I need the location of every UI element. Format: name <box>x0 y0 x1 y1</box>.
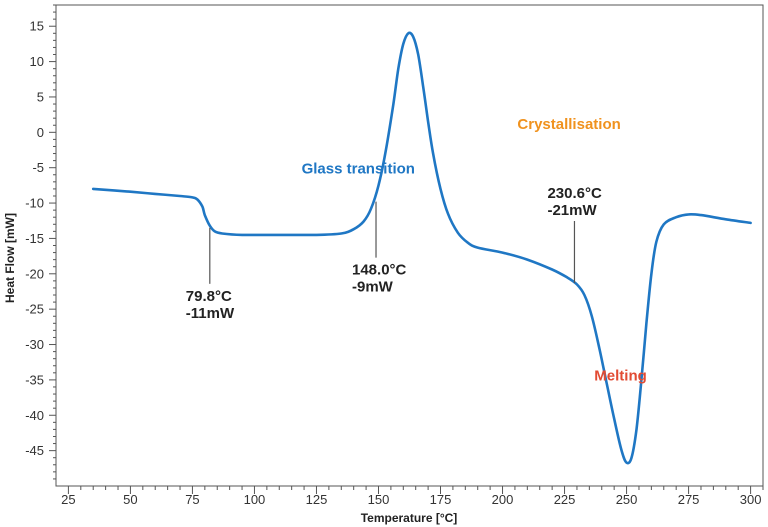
y-tick-label: 5 <box>37 89 44 104</box>
y-tick-label: -20 <box>25 266 44 281</box>
annotation-label: 79.8°C <box>186 288 232 305</box>
y-tick-label: 10 <box>30 54 44 69</box>
y-tick-label: -25 <box>25 302 44 317</box>
y-tick-label: -45 <box>25 443 44 458</box>
x-tick-label: 50 <box>123 492 137 507</box>
x-tick-label: 275 <box>678 492 700 507</box>
x-tick-label: 200 <box>492 492 514 507</box>
y-tick-label: -15 <box>25 231 44 246</box>
x-tick-label: 125 <box>306 492 328 507</box>
x-tick-label: 250 <box>616 492 638 507</box>
x-tick-label: 175 <box>430 492 452 507</box>
heat-flow-curve <box>91 31 752 465</box>
region-label: Crystallisation <box>517 116 620 133</box>
y-axis-title: Heat Flow [mW] <box>3 213 17 303</box>
annotation-label: 230.6°C <box>547 185 602 202</box>
region-labels-layer: Glass transition Crystallisation Melting <box>302 116 647 385</box>
annotation-label: 148.0°C <box>352 262 407 279</box>
annotations-layer: 79.8°C-11mW 148.0°C-9mW 230.6°C-21mW <box>186 185 602 322</box>
y-tick-label: -35 <box>25 372 44 387</box>
y-tick-label: -30 <box>25 337 44 352</box>
plot-frame <box>55 4 764 487</box>
y-tick-label: -10 <box>25 196 44 211</box>
tick-marks <box>49 4 764 494</box>
x-tick-label: 100 <box>244 492 266 507</box>
x-axis-title: Temperature [°C] <box>361 511 458 525</box>
x-tick-label: 225 <box>554 492 576 507</box>
x-tick-label: 25 <box>61 492 75 507</box>
x-tick-label: 150 <box>368 492 390 507</box>
x-tick-label: 300 <box>740 492 762 507</box>
region-label: Glass transition <box>302 160 415 177</box>
region-label: Melting <box>594 368 647 385</box>
annotation-label: -21mW <box>547 202 597 219</box>
annotation-label: -11mW <box>186 305 235 322</box>
y-tick-label: -5 <box>32 160 44 175</box>
y-tick-label: 0 <box>37 125 44 140</box>
y-tick-label: 15 <box>30 19 44 34</box>
y-tick-label: -40 <box>25 408 44 423</box>
series-layer <box>91 31 752 465</box>
tick-labels: 25 50 75 100 125 150 175 200 225 250 275 300151050-… <box>25 19 761 507</box>
annotation-label: -9mW <box>352 279 394 296</box>
x-tick-label: 75 <box>185 492 199 507</box>
